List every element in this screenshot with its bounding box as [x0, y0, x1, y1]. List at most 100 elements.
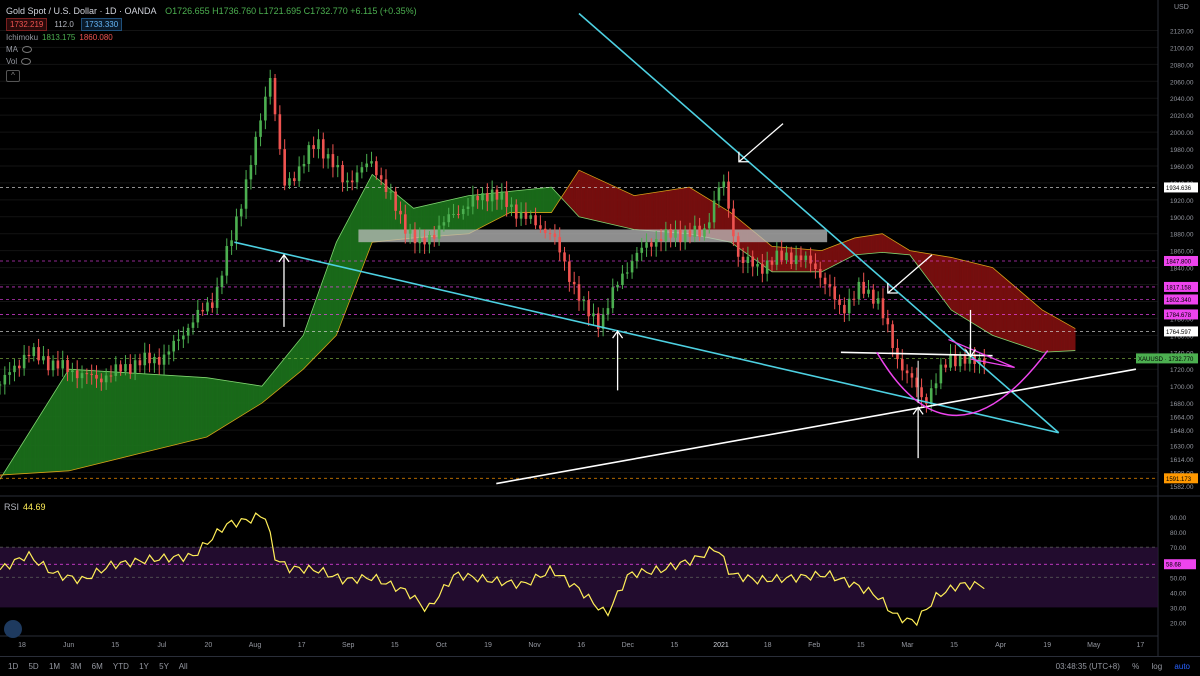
price-tick-label: 1880.00: [1170, 232, 1194, 239]
candle-body: [230, 240, 233, 247]
rsi-legend[interactable]: RSI 44.69: [4, 502, 46, 512]
ma-legend[interactable]: MA: [6, 45, 32, 54]
time-tick-label: Dec: [622, 642, 635, 649]
ohlc-readout: O1726.655 H1736.760 L1721.695 C1732.770 …: [165, 6, 417, 16]
auto-toggle[interactable]: auto: [1174, 662, 1190, 671]
timeframe-list: 1D 5D 1M 3M 6M YTD 1Y 5Y All: [8, 657, 196, 676]
candle-body: [843, 304, 846, 314]
vol-legend[interactable]: Vol: [6, 57, 32, 66]
candle-body: [872, 289, 875, 304]
eye-icon[interactable]: [22, 46, 32, 54]
timeframe-1y[interactable]: 1Y: [139, 662, 149, 671]
candle-body: [8, 372, 11, 375]
ichimoku-cloud-segment: [633, 194, 638, 230]
annotation-arrow: [738, 123, 784, 163]
ichimoku-cloud-segment: [587, 173, 591, 220]
candle-body: [669, 229, 672, 238]
ichimoku-cloud-segment: [231, 381, 235, 423]
ichimoku-cloud-segment: [680, 187, 685, 234]
timeframe-1d[interactable]: 1D: [8, 662, 19, 671]
ichimoku-cloud-segment: [123, 372, 128, 458]
price-tick-label: 1760.00: [1170, 333, 1194, 340]
ichimoku-cloud-segment: [1069, 325, 1073, 352]
ichimoku-cloud-segment: [890, 238, 894, 254]
sell-button[interactable]: 1732.219: [6, 18, 48, 31]
ichimoku-legend[interactable]: Ichimoku 1813.175 1860.080: [6, 33, 113, 42]
ichimoku-cloud-segment: [278, 361, 282, 391]
ichimoku-cloud-segment: [151, 374, 155, 451]
ichimoku-cloud-segment: [137, 373, 141, 455]
tradingview-logo-icon[interactable]: [4, 620, 22, 638]
candle-body: [471, 195, 475, 207]
ichimoku-cloud-segment: [611, 185, 616, 226]
timeframe-5d[interactable]: 5D: [28, 662, 39, 671]
ichimoku-cloud-segment: [647, 192, 651, 232]
annotation-arrowhead: [278, 253, 290, 263]
candle-body: [558, 237, 561, 253]
ichimoku-cloud-segment: [1052, 315, 1057, 352]
price-tick-label: 2080.00: [1170, 62, 1194, 69]
candle-body: [466, 206, 470, 210]
ichimoku-cloud-segment: [826, 247, 831, 270]
ichimoku-cloud-segment: [201, 377, 205, 439]
ichimoku-cloud-segment: [1008, 281, 1013, 343]
candle-body: [27, 354, 31, 357]
ichimoku-cloud-segment: [195, 376, 199, 440]
ichimoku-cloud-segment: [162, 374, 166, 449]
percent-toggle[interactable]: %: [1132, 662, 1140, 671]
ichimoku-cloud-segment: [206, 377, 210, 438]
rsi-tick-label: 30.00: [1170, 605, 1187, 612]
time-tick-label: 18: [764, 642, 772, 649]
time-tick-label: 15: [857, 642, 865, 649]
ichimoku-cloud-segment: [35, 416, 39, 474]
log-toggle[interactable]: log: [1151, 662, 1163, 671]
timeframe-all[interactable]: All: [178, 662, 188, 671]
ichimoku-cloud-segment: [247, 383, 252, 412]
ichimoku-cloud-segment: [352, 205, 356, 293]
ichimoku-cloud-segment: [598, 178, 602, 223]
status-controls: 03:48:35 (UTC+8) % log auto: [1046, 657, 1190, 676]
ichimoku-cloud-segment: [82, 369, 86, 468]
candle-body: [389, 191, 393, 193]
timeframe-6m[interactable]: 6M: [91, 662, 103, 671]
candle-body: [630, 261, 634, 273]
candle-body: [876, 298, 880, 304]
price-tick-label: 1700.00: [1170, 384, 1194, 391]
candle-body: [182, 335, 185, 340]
ichimoku-cloud-segment: [32, 421, 37, 474]
candle-body: [186, 327, 190, 336]
price-tick-label: 2020.00: [1170, 113, 1194, 120]
ichimoku-cloud-segment: [57, 381, 61, 472]
symbol-title[interactable]: Gold Spot / U.S. Dollar · 1D · OANDA: [6, 6, 157, 16]
ichimoku-cloud-segment: [297, 338, 301, 375]
annotation-arrowhead: [738, 151, 749, 163]
candle-body: [452, 213, 455, 215]
ichimoku-cloud-segment: [857, 236, 861, 255]
buy-button[interactable]: 1733.330: [80, 18, 123, 31]
candle-body: [852, 298, 856, 300]
timeframe-3m[interactable]: 3M: [70, 662, 82, 671]
timeframe-5y[interactable]: 5Y: [159, 662, 169, 671]
candle-body: [954, 353, 957, 367]
candle-body: [399, 210, 402, 215]
candle-body: [61, 360, 65, 369]
level-badge-label: XAUUSD · 1732.770: [1138, 357, 1194, 363]
candle-body: [370, 161, 373, 164]
timeframe-ytd[interactable]: YTD: [112, 662, 129, 671]
clock[interactable]: 03:48:35 (UTC+8): [1055, 662, 1120, 671]
candle-body: [727, 181, 730, 209]
chevron-up-icon[interactable]: ^: [6, 70, 20, 82]
eye-icon[interactable]: [21, 58, 32, 66]
ichimoku-cloud-segment: [548, 186, 552, 213]
ichimoku-cloud-segment: [468, 195, 472, 235]
candle-body: [432, 234, 436, 239]
candle-body: [838, 299, 841, 305]
price-tick-label: 1630.00: [1170, 443, 1194, 450]
rsi-tick-label: 50.00: [1170, 575, 1187, 582]
timeframe-1m[interactable]: 1M: [48, 662, 61, 671]
candle-body: [519, 211, 523, 219]
rsi-tick-label: 90.00: [1170, 515, 1187, 522]
time-tick-label: Jul: [157, 642, 166, 649]
time-tick-label: Mar: [901, 642, 914, 649]
